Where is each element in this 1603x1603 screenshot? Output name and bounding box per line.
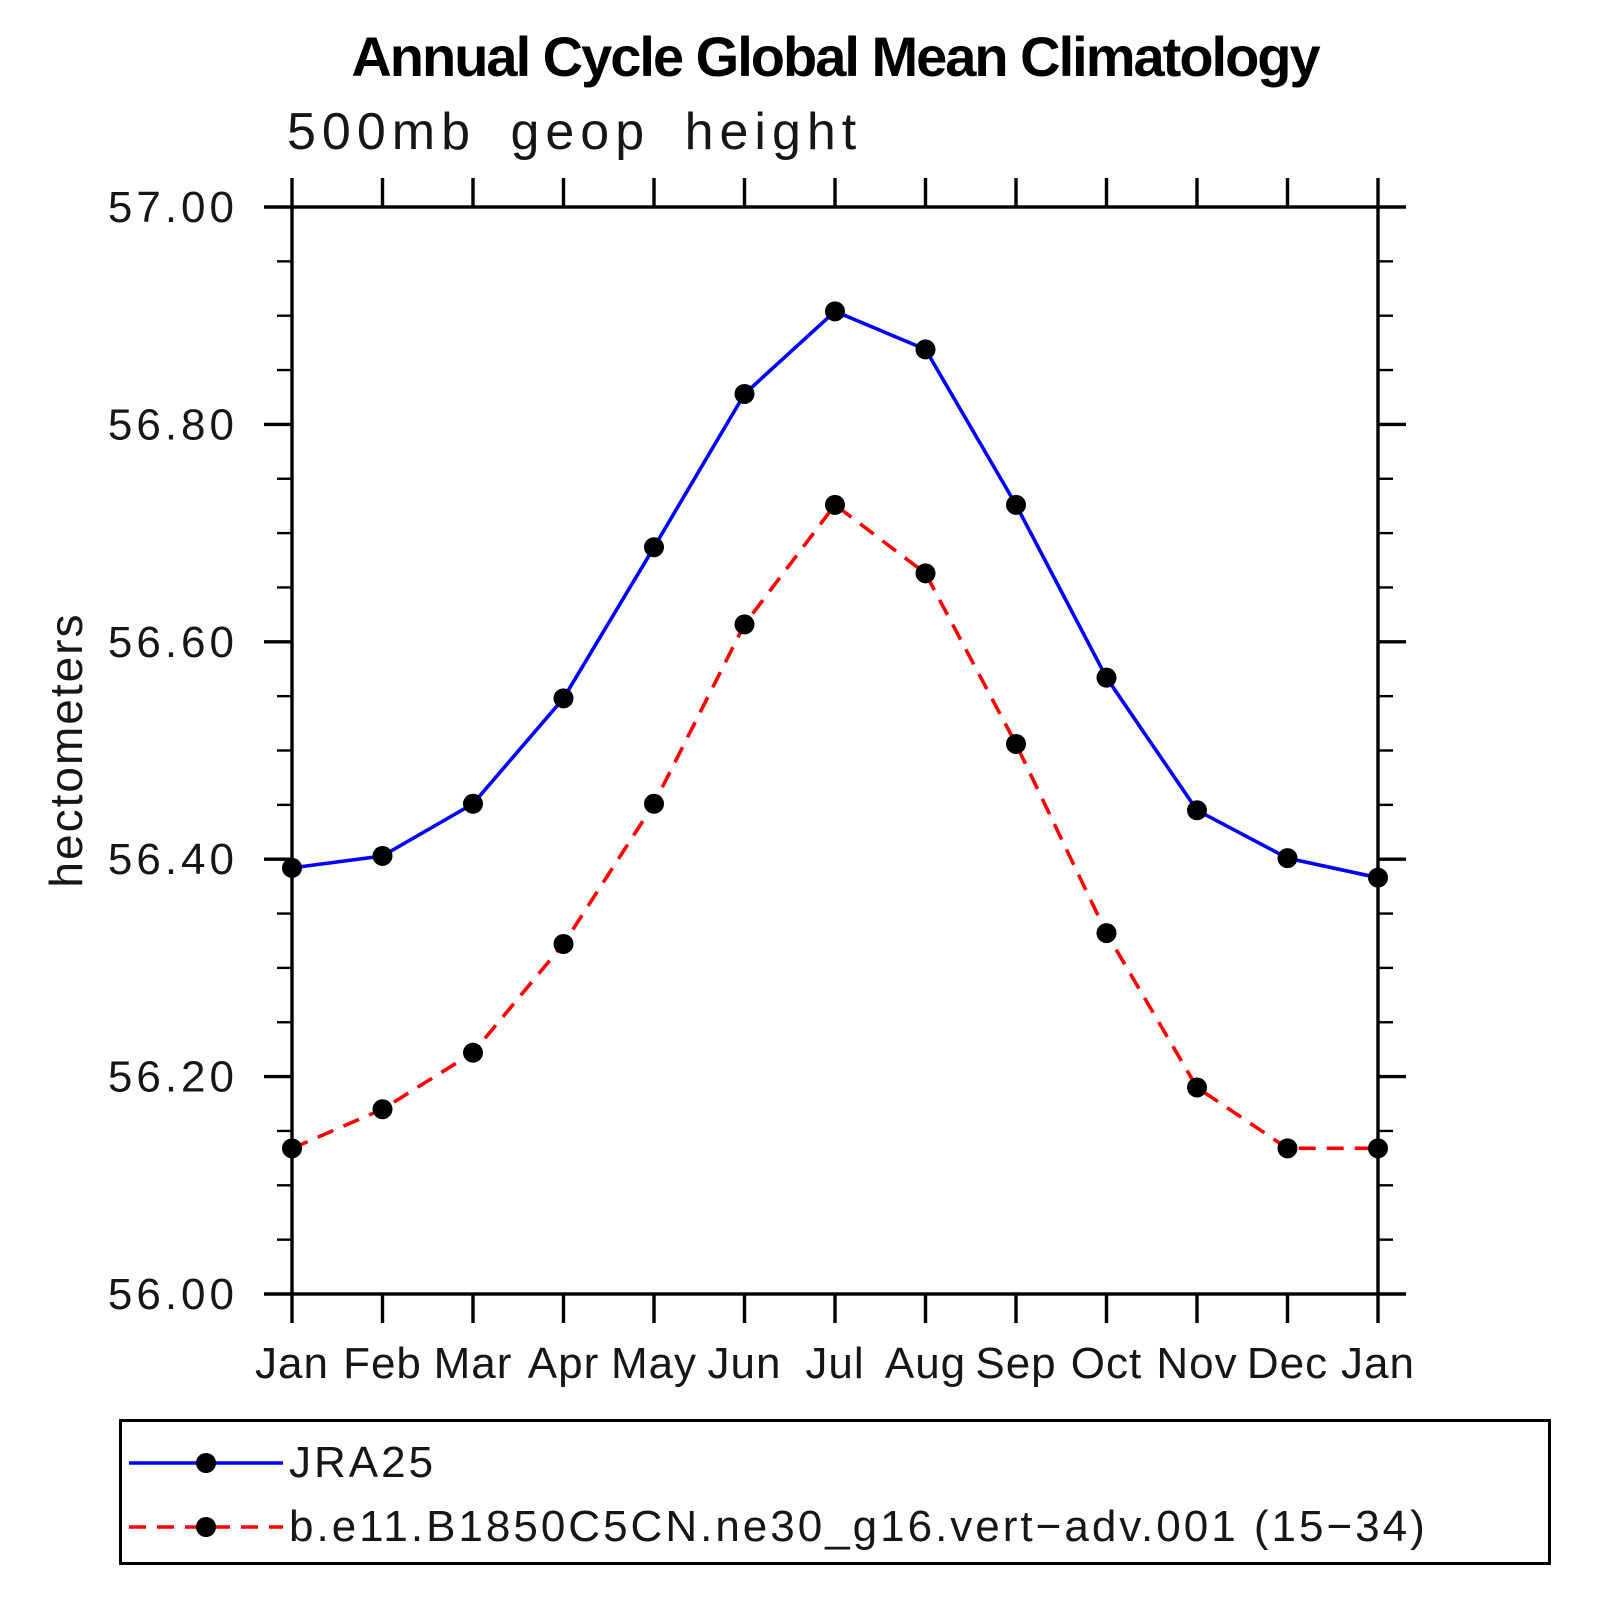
- legend-sample-dashed-line: [129, 1517, 283, 1537]
- y-tick-label: 56.00: [108, 1270, 238, 1319]
- series-line: [291, 502, 1378, 1151]
- y-tick-label: 56.80: [108, 400, 238, 449]
- y-tick-label: 56.60: [108, 618, 238, 667]
- data-point: [1187, 800, 1207, 821]
- data-point: [1277, 1138, 1298, 1159]
- legend-marker-icon: [196, 1453, 216, 1473]
- data-point: [915, 563, 936, 584]
- y-tick-label: 56.40: [108, 835, 238, 884]
- legend-entry-jra25: JRA25: [126, 1438, 436, 1488]
- data-point: [734, 614, 755, 635]
- data-point: [1096, 923, 1117, 944]
- data-point: [282, 857, 302, 878]
- data-point: [825, 494, 845, 515]
- y-tick-label: 57.00: [108, 183, 238, 232]
- x-tick-label: Jan: [1341, 1339, 1415, 1388]
- x-tick-label: Jul: [805, 1339, 864, 1388]
- data-point: [1187, 1077, 1207, 1098]
- x-tick-label: Aug: [885, 1339, 966, 1388]
- legend: JRA25 b.e11.B1850C5CN.ne30_g16.vert−adv.…: [119, 1419, 1551, 1565]
- x-tick-label: Apr: [528, 1339, 599, 1388]
- y-tick-label: 56.20: [108, 1053, 238, 1102]
- x-tick-label: Feb: [343, 1339, 422, 1388]
- data-point: [1006, 494, 1026, 515]
- x-tick-label: Dec: [1247, 1339, 1328, 1388]
- legend-label-model: b.e11.B1850C5CN.ne30_g16.vert−adv.001 (1…: [289, 1502, 1428, 1551]
- data-point: [282, 1138, 302, 1159]
- data-point: [1006, 733, 1026, 754]
- data-point: [372, 845, 393, 866]
- data-point: [1096, 667, 1117, 688]
- series-jra25: [282, 301, 1388, 888]
- data-point: [463, 793, 483, 814]
- x-tick-label: Nov: [1156, 1339, 1237, 1388]
- legend-marker-icon: [196, 1517, 216, 1537]
- series-model: [282, 494, 1388, 1159]
- legend-entry-model: b.e11.B1850C5CN.ne30_g16.vert−adv.001 (1…: [126, 1502, 1428, 1552]
- x-tick-label: Jun: [708, 1339, 782, 1388]
- x-tick-label: Oct: [1071, 1339, 1142, 1388]
- data-point: [644, 537, 664, 558]
- data-point: [825, 301, 845, 322]
- plot-frame: [290, 205, 1380, 1296]
- data-point: [372, 1099, 393, 1120]
- data-point: [1368, 867, 1388, 888]
- chart-subtitle: 500mb geop height: [287, 103, 863, 161]
- x-tick-label: Sep: [975, 1339, 1056, 1388]
- data-point: [734, 383, 755, 404]
- legend-label-jra25: JRA25: [289, 1438, 437, 1487]
- data-point: [463, 1042, 483, 1063]
- data-point: [644, 793, 664, 814]
- data-point: [1368, 1138, 1388, 1159]
- data-point: [553, 688, 574, 709]
- data-point: [1277, 848, 1298, 869]
- chart-title: Annual Cycle Global Mean Climatology: [351, 25, 1320, 88]
- legend-sample-solid-line: [129, 1453, 283, 1473]
- x-tick-label: May: [611, 1339, 697, 1388]
- series-line: [291, 309, 1379, 880]
- data-point: [553, 933, 574, 954]
- data-point: [915, 339, 936, 360]
- x-tick-label: Jan: [255, 1339, 329, 1388]
- x-tick-label: Mar: [434, 1339, 513, 1388]
